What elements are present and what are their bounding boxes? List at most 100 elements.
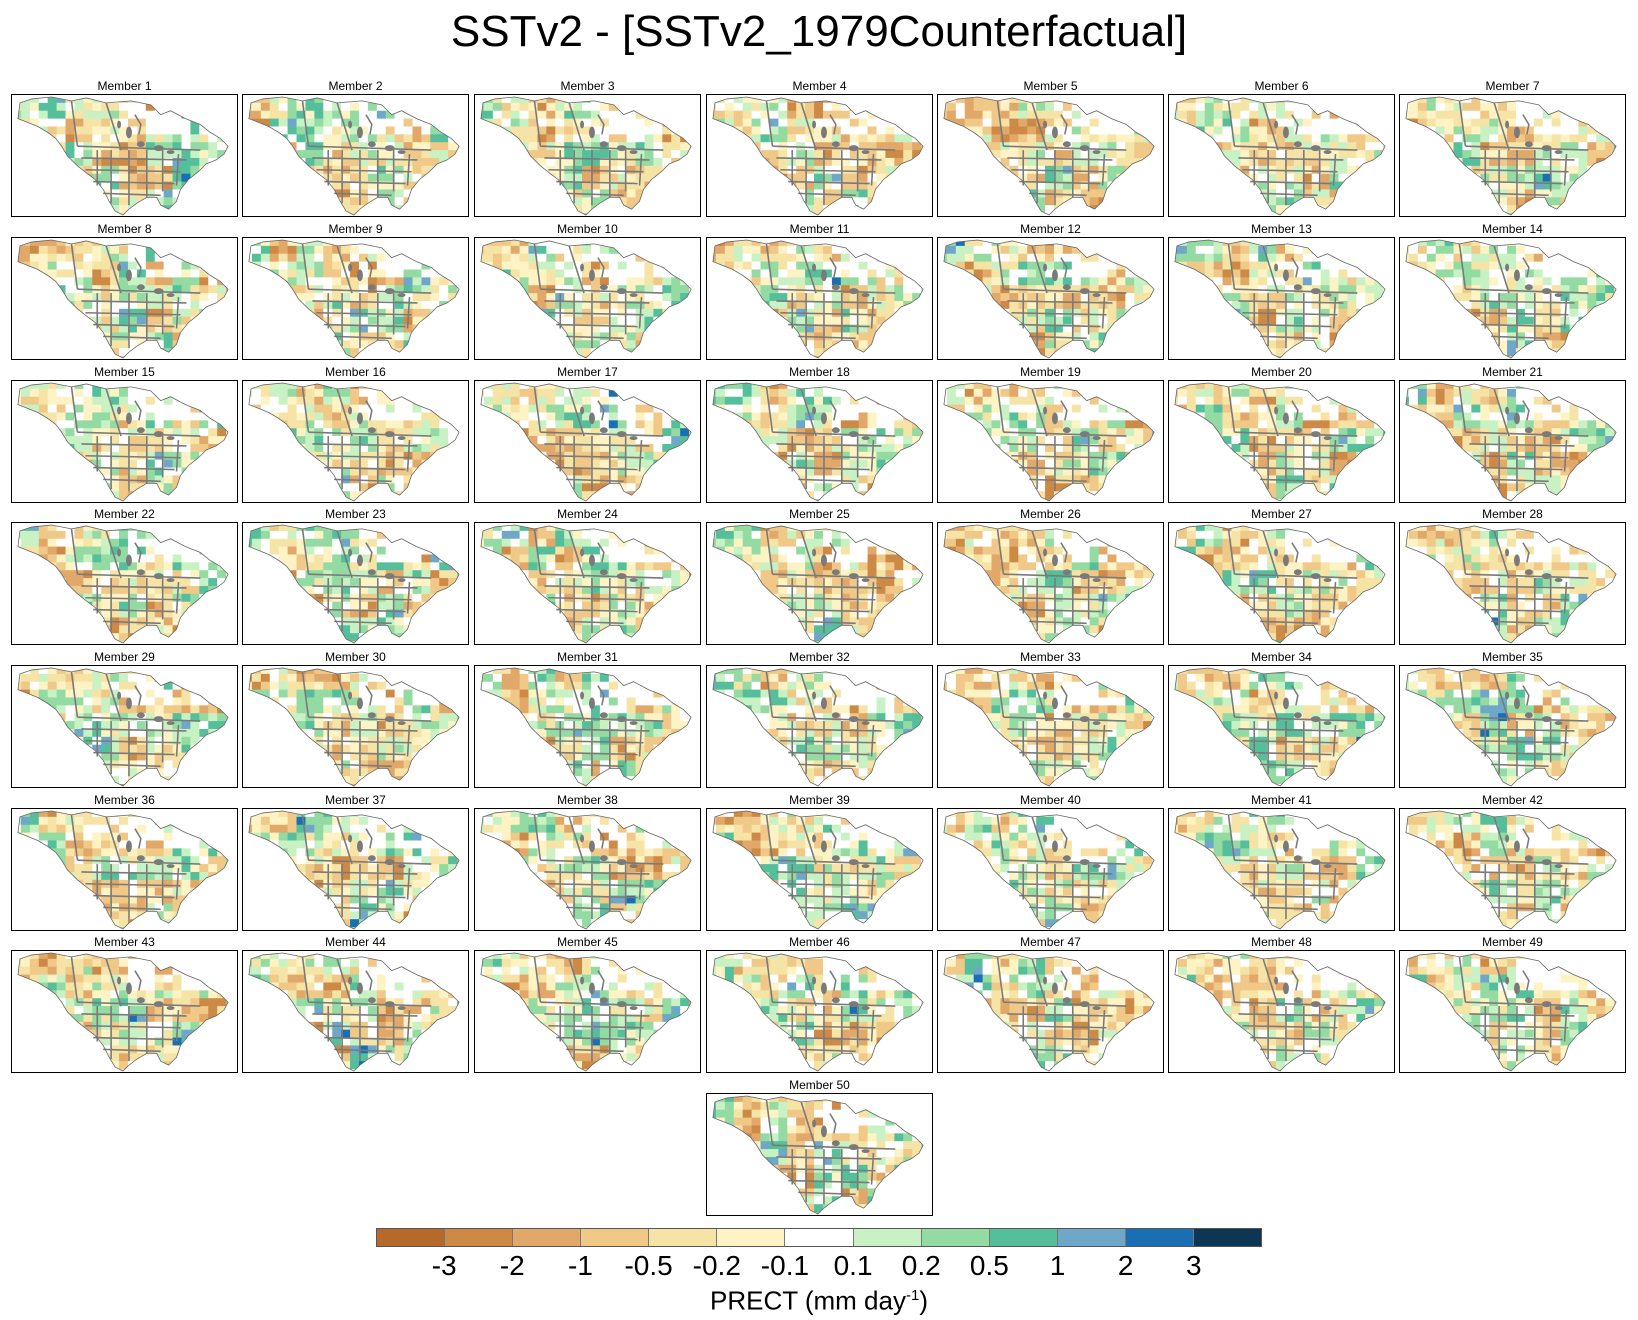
member-panel: Member 9	[242, 222, 469, 364]
coastline	[248, 952, 460, 1072]
political-boundaries	[1227, 671, 1358, 777]
lakes	[1043, 406, 1101, 441]
member-map	[474, 94, 701, 217]
coastline	[712, 524, 924, 644]
member-map	[706, 665, 933, 788]
lakes	[1505, 263, 1563, 298]
coastline	[1405, 96, 1617, 216]
precip-field	[1174, 952, 1386, 1072]
member-panel-title: Member 11	[706, 222, 933, 236]
precip-field	[480, 96, 692, 216]
precip-field	[17, 952, 229, 1072]
member-map	[11, 950, 238, 1073]
coastline	[1405, 524, 1617, 644]
member-panel-title: Member 47	[937, 935, 1164, 949]
lakes	[1043, 263, 1101, 298]
political-boundaries	[70, 100, 201, 206]
member-map-svg	[1405, 667, 1617, 787]
member-map	[937, 522, 1164, 645]
member-map-svg	[248, 382, 460, 502]
political-boundaries	[1458, 671, 1589, 777]
political-boundaries	[301, 671, 432, 777]
member-map	[1168, 950, 1395, 1073]
lakes	[1274, 834, 1332, 869]
member-map	[11, 808, 238, 931]
coastline	[1174, 952, 1386, 1072]
colorbar-labels: -3 -2 -1 -0.5 -0.2 -0.1 0.1 0.2 0.5 1 2 3	[0, 1250, 1638, 1284]
lakes	[117, 691, 175, 726]
coastline	[248, 239, 460, 359]
precip-field	[943, 952, 1155, 1072]
member-panel-title: Member 7	[1399, 79, 1626, 93]
coastline	[17, 96, 229, 216]
precip-field	[1405, 382, 1617, 502]
precip-field	[1405, 239, 1617, 359]
member-map	[1168, 665, 1395, 788]
coastline	[1174, 382, 1386, 502]
member-map-svg	[712, 1095, 924, 1215]
coastline	[712, 952, 924, 1072]
political-boundaries	[533, 100, 664, 206]
coastline	[17, 382, 229, 502]
political-boundaries	[533, 386, 664, 492]
member-panel-title: Member 49	[1399, 935, 1626, 949]
member-map-svg	[1174, 952, 1386, 1072]
member-panel: Member 50	[706, 1078, 933, 1220]
member-map-svg	[1174, 667, 1386, 787]
political-boundaries	[996, 100, 1127, 206]
coastline	[1174, 810, 1386, 930]
member-panel: Member 17	[474, 365, 701, 507]
member-panel: Member 49	[1399, 935, 1626, 1077]
political-boundaries	[1227, 814, 1358, 920]
member-map	[474, 380, 701, 503]
colorbar-box	[921, 1229, 990, 1246]
lakes	[1505, 548, 1563, 583]
colorbar-box	[581, 1229, 650, 1246]
member-panel-title: Member 30	[242, 650, 469, 664]
member-map-svg	[480, 952, 692, 1072]
precip-field	[248, 952, 460, 1072]
colorbar-tick-label: 2	[1118, 1250, 1134, 1282]
lakes	[348, 120, 406, 155]
colorbar-tick-label: -0.5	[624, 1250, 672, 1282]
member-map-svg	[712, 239, 924, 359]
coastline	[248, 667, 460, 787]
member-map-svg	[1405, 239, 1617, 359]
political-boundaries	[1458, 100, 1589, 206]
coastline	[712, 96, 924, 216]
lakes	[1505, 691, 1563, 726]
member-map	[242, 94, 469, 217]
political-boundaries	[533, 671, 664, 777]
coastline	[712, 1095, 924, 1215]
member-map	[1399, 522, 1626, 645]
member-map-svg	[1405, 810, 1617, 930]
coastline	[1174, 239, 1386, 359]
member-panel: Member 2	[242, 79, 469, 221]
member-panel-title: Member 19	[937, 365, 1164, 379]
coastline	[480, 524, 692, 644]
member-panel: Member 16	[242, 365, 469, 507]
colorbar-box	[989, 1229, 1058, 1246]
precip-field	[480, 382, 692, 502]
political-boundaries	[996, 956, 1127, 1062]
member-map-svg	[17, 239, 229, 359]
political-boundaries	[765, 243, 896, 349]
member-panel: Member 47	[937, 935, 1164, 1077]
member-map	[11, 94, 238, 217]
member-panel-title: Member 4	[706, 79, 933, 93]
colorbar-box	[1057, 1229, 1126, 1246]
precip-field	[943, 96, 1155, 216]
member-panel: Member 3	[474, 79, 701, 221]
political-boundaries	[1227, 956, 1358, 1062]
member-map	[474, 665, 701, 788]
precip-field	[248, 524, 460, 644]
precip-field	[17, 524, 229, 644]
coastline	[1405, 667, 1617, 787]
lakes	[1274, 976, 1332, 1011]
member-map	[1399, 94, 1626, 217]
political-boundaries	[301, 386, 432, 492]
political-boundaries	[301, 956, 432, 1062]
member-panel: Member 28	[1399, 507, 1626, 649]
member-map	[1399, 808, 1626, 931]
member-panel-title: Member 36	[11, 793, 238, 807]
